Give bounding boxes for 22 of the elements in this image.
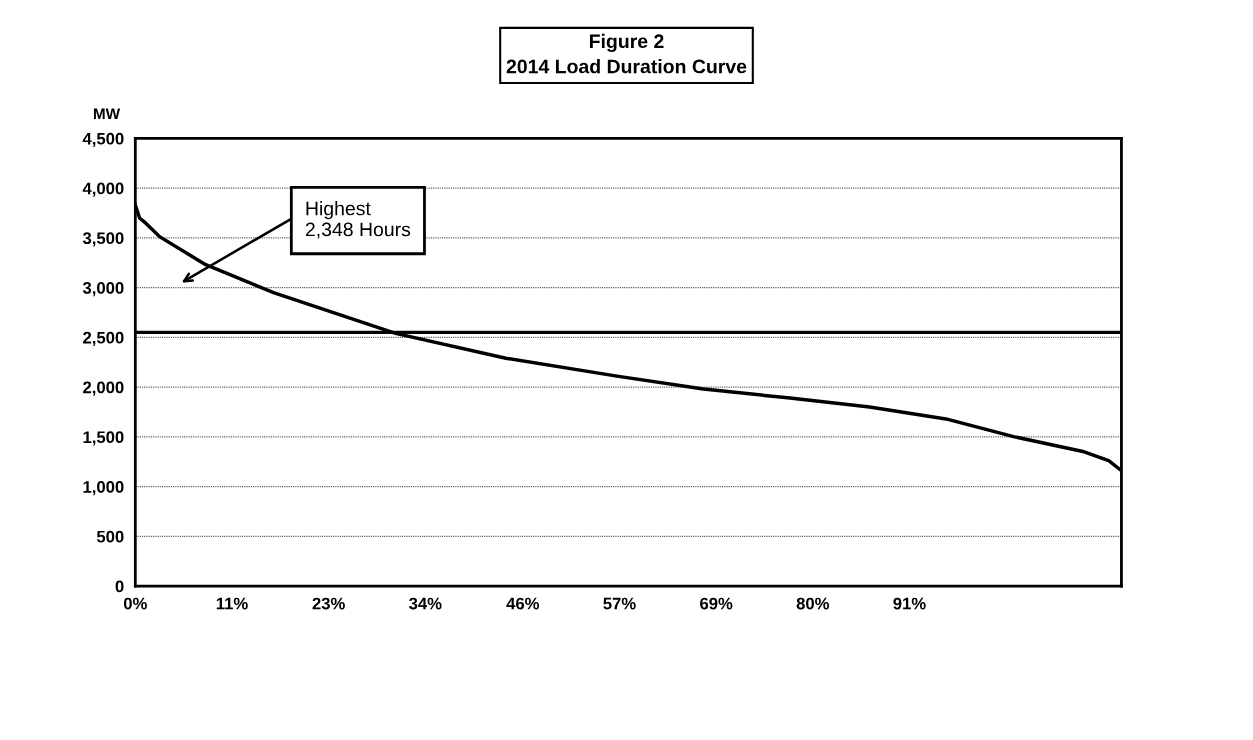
y-tick-label: 2,500 <box>83 331 124 346</box>
x-tick-label: 34% <box>409 597 442 610</box>
y-axis-title: MW <box>93 108 121 119</box>
x-tick-label: 69% <box>700 597 733 610</box>
y-tick-label: 4,500 <box>82 132 124 147</box>
chart-title: Figure 2 2014 Load Duration Curve <box>506 33 747 74</box>
x-tick-label: 57% <box>603 597 636 610</box>
annotation: Highest 2,348 Hours <box>305 201 411 239</box>
y-tick-label: 500 <box>96 530 124 543</box>
y-tick-label: 1,000 <box>83 480 124 496</box>
y-tick-label: 1,500 <box>83 431 124 446</box>
x-tick-label: 11% <box>216 597 248 610</box>
x-tick-label: 23% <box>312 597 345 610</box>
y-tick-label: 3,500 <box>82 232 124 247</box>
y-tick-label: 0 <box>115 580 124 593</box>
y-tick-label: 4,000 <box>82 182 124 197</box>
y-tick-label: 2,000 <box>83 381 124 396</box>
x-tick-label: 91% <box>893 597 926 610</box>
x-tick-label: 0% <box>123 597 147 610</box>
x-tick-label: 46% <box>506 597 540 610</box>
x-tick-label: 80% <box>796 597 830 610</box>
y-tick-label: 3,000 <box>82 282 124 297</box>
